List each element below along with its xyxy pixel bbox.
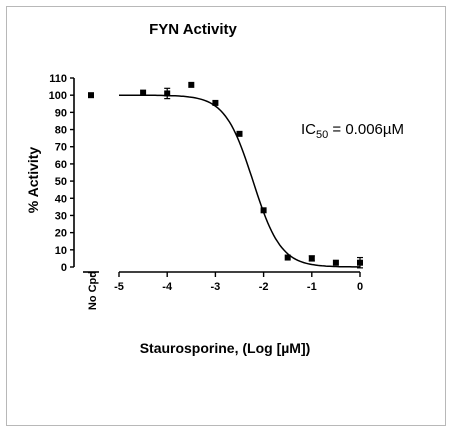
y-tick-label: 20: [55, 228, 67, 240]
data-marks: [88, 81, 363, 269]
chart-frame: FYN Activity % Activity Staurosporine, (…: [6, 6, 446, 426]
data-point: [357, 259, 363, 266]
data-point: [164, 90, 171, 97]
x-tick-label: 0: [357, 281, 363, 293]
data-point: [260, 207, 267, 214]
y-tick-label: 90: [55, 107, 67, 119]
y-tick-label: 70: [55, 142, 67, 154]
data-point: [140, 89, 147, 96]
x-control-label: No Cpd: [87, 271, 99, 310]
x-tick-label: -5: [114, 281, 124, 293]
y-tick-label: 30: [55, 210, 67, 222]
y-axis-label: % Activity: [25, 147, 41, 214]
x-axis-label: Staurosporine, (Log [µM]): [140, 340, 311, 356]
data-point: [188, 81, 195, 88]
y-tick-label: 60: [55, 159, 67, 171]
y-tick-label: 50: [55, 176, 67, 188]
y-tick-label: 100: [49, 90, 67, 102]
data-point: [332, 259, 339, 266]
x-tick-label: -4: [162, 281, 173, 293]
x-tick-label: -3: [211, 281, 221, 293]
x-tick-label: -2: [259, 281, 269, 293]
y-tick-label: 40: [55, 193, 67, 205]
ic50-annotation: IC50 = 0.006µM: [301, 121, 404, 141]
y-tick-label: 10: [55, 245, 67, 257]
y-tick-label: 0: [61, 262, 67, 274]
y-tick-label: 80: [55, 125, 67, 137]
fit-curve: [119, 94, 360, 268]
data-point: [212, 99, 219, 106]
y-tick-label: 110: [49, 73, 67, 85]
control-point: [88, 92, 94, 99]
data-point: [236, 130, 243, 137]
data-point: [308, 255, 315, 262]
x-tick-label: -1: [307, 281, 317, 293]
axes: 0 10 20 30 40 50 60 70 80 90 100 110 -5 -4 -3 -2 -1 0: [49, 73, 363, 293]
data-point: [284, 254, 291, 261]
chart-title: FYN Activity: [149, 21, 237, 38]
ic50-chart: FYN Activity % Activity Staurosporine, (…: [25, 21, 404, 356]
